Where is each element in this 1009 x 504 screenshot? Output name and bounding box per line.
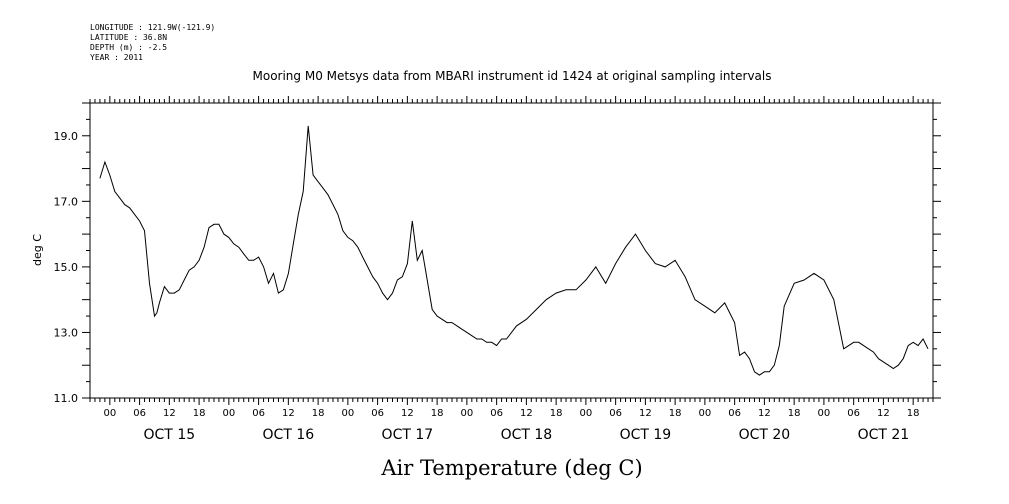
x-hour-tick-label: 18: [312, 408, 325, 419]
x-hour-tick-label: 06: [728, 408, 741, 419]
x-hour-tick-label: 00: [341, 408, 354, 419]
x-day-label: OCT 17: [382, 427, 434, 443]
x-day-label: OCT 21: [858, 427, 910, 443]
y-tick-label: 17.0: [54, 195, 79, 208]
x-hour-tick-label: 00: [222, 408, 235, 419]
x-hour-tick-label: 18: [431, 408, 444, 419]
longitude-text: LONGITUDE : 121.9W(-121.9): [90, 23, 215, 32]
series-line: [99, 125, 929, 376]
y-tick-label: 15.0: [54, 261, 79, 274]
x-hour-tick-label: 06: [371, 408, 384, 419]
x-hour-tick-label: 00: [580, 408, 593, 419]
x-hour-tick-label: 06: [609, 408, 622, 419]
x-hour-tick-label: 18: [550, 408, 563, 419]
chart-title: Mooring M0 Metsys data from MBARI instru…: [253, 69, 772, 83]
depth-text: DEPTH (m) : -2.5: [90, 43, 167, 52]
x-hour-tick-label: 12: [163, 408, 176, 419]
x-hour-tick-label: 18: [193, 408, 206, 419]
y-tick-label: 11.0: [54, 392, 79, 405]
x-day-label: OCT 16: [263, 427, 315, 443]
x-hour-tick-label: 12: [639, 408, 652, 419]
tick-group: 00 06 12 18 00 06 12 18 00 06 12 18 00 06 12 18 00 06 12 18…: [54, 96, 941, 443]
x-hour-tick-label: 00: [103, 408, 116, 419]
x-hour-tick-label: 00: [461, 408, 474, 419]
latitude-text: LATITUDE : 36.8N: [90, 33, 167, 42]
x-day-label: OCT 20: [739, 427, 791, 443]
x-hour-tick-label: 06: [252, 408, 265, 419]
year-text: YEAR : 2011: [90, 53, 143, 62]
x-day-label: OCT 19: [620, 427, 672, 443]
x-hour-tick-label: 18: [907, 408, 920, 419]
x-day-label: OCT 15: [144, 427, 196, 443]
x-hour-tick-label: 06: [847, 408, 860, 419]
y-tick-label: 19.0: [54, 130, 79, 143]
x-day-label: OCT 18: [501, 427, 553, 443]
y-axis-label: deg C: [31, 234, 44, 266]
x-hour-tick-label: 12: [282, 408, 295, 419]
x-hour-tick-label: 12: [401, 408, 414, 419]
x-hour-tick-label: 12: [877, 408, 890, 419]
series-group: [99, 125, 929, 376]
x-hour-tick-label: 12: [520, 408, 533, 419]
x-hour-tick-label: 12: [758, 408, 771, 419]
x-hour-tick-label: 18: [669, 408, 682, 419]
y-tick-label: 13.0: [54, 326, 79, 339]
x-hour-tick-label: 00: [699, 408, 712, 419]
x-hour-tick-label: 06: [133, 408, 146, 419]
x-axis-label: Air Temperature (deg C): [380, 456, 642, 480]
x-hour-tick-label: 00: [818, 408, 831, 419]
plot-frame: [89, 102, 934, 399]
x-hour-tick-label: 06: [490, 408, 503, 419]
x-hour-tick-label: 18: [788, 408, 801, 419]
